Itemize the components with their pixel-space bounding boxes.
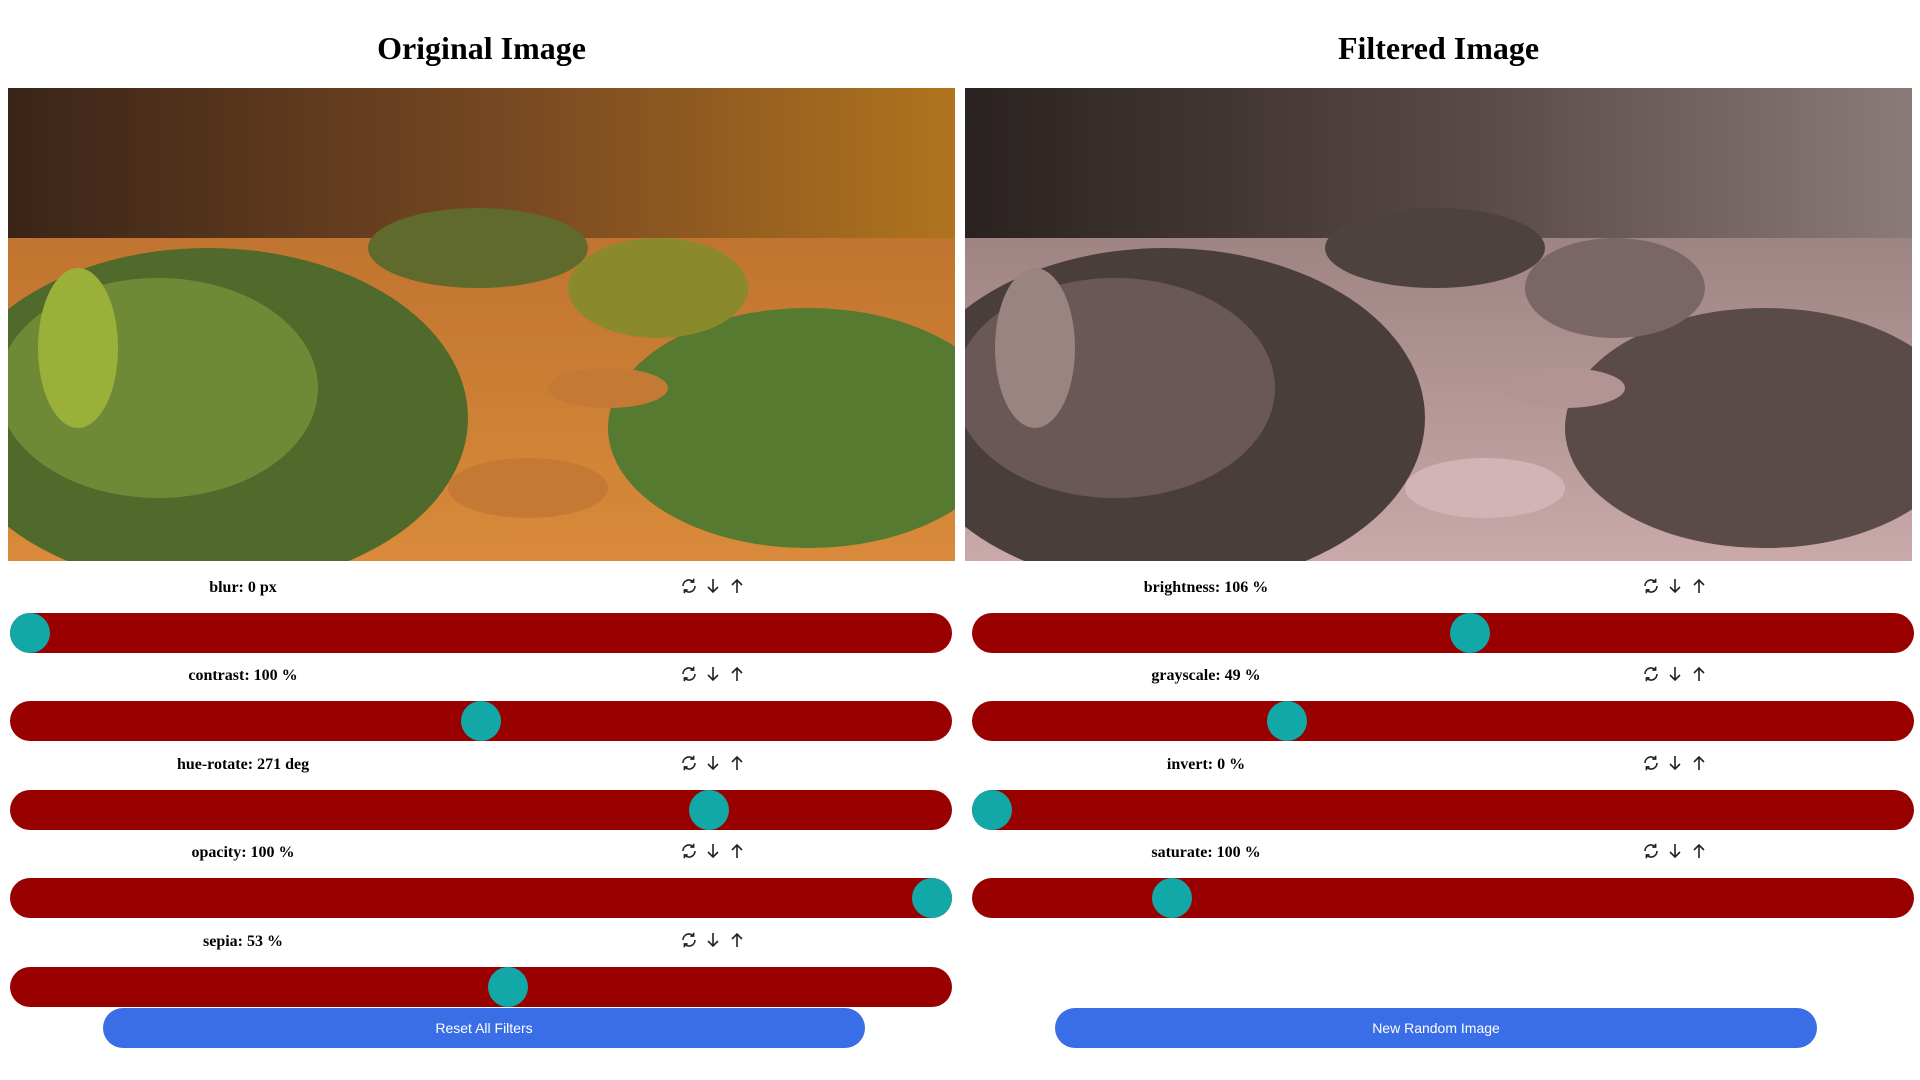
arrow-up-icon[interactable]: [1690, 752, 1708, 774]
slider-thumb[interactable]: [1450, 613, 1491, 653]
filtered-image: [965, 88, 1912, 561]
hue-rotate-actions: [680, 751, 746, 775]
original-image-title: Original Image: [377, 30, 586, 66]
filtered-image-title: Filtered Image: [1337, 30, 1540, 66]
slider-thumb[interactable]: [10, 613, 50, 653]
saturate-label: saturate: 100 %: [1151, 844, 1261, 861]
slider-thumb[interactable]: [689, 790, 729, 830]
sepia-actions: [680, 928, 746, 952]
slider-thumb[interactable]: [912, 878, 952, 918]
arrow-up-icon[interactable]: [728, 575, 746, 597]
arrow-down-icon[interactable]: [704, 575, 722, 597]
original-image: [8, 88, 955, 561]
slider-thumb[interactable]: [488, 967, 529, 1007]
arrow-down-icon[interactable]: [1666, 575, 1684, 597]
arrow-down-icon[interactable]: [1666, 840, 1684, 862]
reset-icon[interactable]: [1642, 840, 1660, 862]
invert-slider[interactable]: [972, 790, 1914, 830]
contrast-label: contrast: 100 %: [188, 667, 298, 684]
arrow-down-icon[interactable]: [704, 840, 722, 862]
arrow-down-icon[interactable]: [704, 663, 722, 685]
slider-thumb[interactable]: [1266, 701, 1307, 741]
reset-icon[interactable]: [1642, 663, 1660, 685]
sepia-slider[interactable]: [10, 967, 952, 1007]
arrow-up-icon[interactable]: [1690, 575, 1708, 597]
blur-label: blur: 0 px: [209, 579, 277, 596]
saturate-slider[interactable]: [972, 878, 1914, 918]
slider-thumb[interactable]: [972, 790, 1012, 830]
blur-slider[interactable]: [10, 613, 952, 653]
grayscale-actions: [1642, 662, 1708, 686]
arrow-up-icon[interactable]: [1690, 840, 1708, 862]
sepia-label: sepia: 53 %: [203, 933, 283, 950]
grayscale-slider[interactable]: [972, 701, 1914, 741]
reset-icon[interactable]: [680, 663, 698, 685]
brightness-label: brightness: 106 %: [1143, 579, 1269, 596]
arrow-up-icon[interactable]: [728, 929, 746, 951]
reset-icon[interactable]: [680, 929, 698, 951]
reset-icon[interactable]: [680, 752, 698, 774]
brightness-slider[interactable]: [972, 613, 1914, 653]
reset-icon[interactable]: [680, 840, 698, 862]
contrast-slider[interactable]: [10, 701, 952, 741]
new-random-image-button[interactable]: New Random Image: [1055, 1008, 1817, 1048]
arrow-up-icon[interactable]: [728, 752, 746, 774]
brightness-actions: [1642, 574, 1708, 598]
opacity-label: opacity: 100 %: [191, 844, 295, 861]
opacity-slider[interactable]: [10, 878, 952, 918]
arrow-down-icon[interactable]: [1666, 663, 1684, 685]
invert-label: invert: 0 %: [1166, 756, 1246, 773]
saturate-actions: [1642, 839, 1708, 863]
opacity-actions: [680, 839, 746, 863]
arrow-down-icon[interactable]: [1666, 752, 1684, 774]
grayscale-label: grayscale: 49 %: [1151, 667, 1261, 684]
arrow-down-icon[interactable]: [704, 929, 722, 951]
slider-thumb[interactable]: [461, 701, 501, 741]
reset-icon[interactable]: [680, 575, 698, 597]
reset-all-filters-button[interactable]: Reset All Filters: [103, 1008, 865, 1048]
hue-rotate-label: hue-rotate: 271 deg: [176, 756, 310, 773]
reset-icon[interactable]: [1642, 752, 1660, 774]
hue-rotate-slider[interactable]: [10, 790, 952, 830]
arrow-up-icon[interactable]: [1690, 663, 1708, 685]
slider-thumb[interactable]: [1152, 878, 1193, 918]
arrow-up-icon[interactable]: [728, 840, 746, 862]
reset-icon[interactable]: [1642, 575, 1660, 597]
arrow-down-icon[interactable]: [704, 752, 722, 774]
arrow-up-icon[interactable]: [728, 663, 746, 685]
invert-actions: [1642, 751, 1708, 775]
contrast-actions: [680, 662, 746, 686]
blur-actions: [680, 574, 746, 598]
